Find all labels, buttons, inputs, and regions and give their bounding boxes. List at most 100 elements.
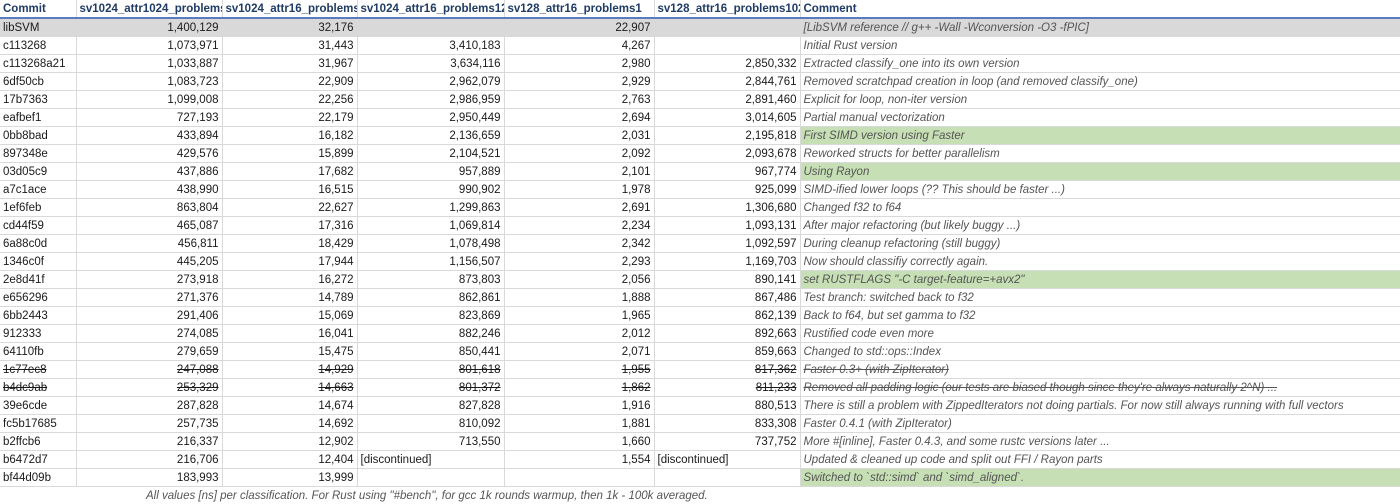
cell-sv1024-attr1024-problems1[interactable]: 465,087 [76,217,222,235]
cell-sv1024-attr16-problems128[interactable]: 2,104,521 [357,145,504,163]
cell-comment[interactable]: Faster 0.3+ (with ZipIterator) [800,361,1400,379]
cell-sv128-attr16-problems1[interactable]: 2,694 [504,109,654,127]
cell-sv1024-attr16-problems128[interactable]: 801,618 [357,361,504,379]
cell-sv1024-attr1024-problems1[interactable]: 727,193 [76,109,222,127]
cell-sv1024-attr16-problems128[interactable]: 3,410,183 [357,37,504,55]
cell-sv1024-attr16-problems128[interactable] [357,18,504,37]
cell-comment[interactable]: Partial manual vectorization [800,109,1400,127]
cell-commit[interactable]: c113268 [0,37,76,55]
cell-sv1024-attr16-problems1[interactable]: 14,789 [222,289,357,307]
cell-sv128-attr16-problems1024[interactable]: 817,362 [654,361,800,379]
cell-comment[interactable]: Switched to `std::simd` and `simd_aligne… [800,469,1400,487]
cell-sv128-attr16-problems1[interactable]: 2,071 [504,343,654,361]
header-sv1024-attr1024-problems1[interactable]: sv1024_attr1024_problems1 [76,0,222,18]
cell-sv1024-attr16-problems128[interactable]: 882,246 [357,325,504,343]
cell-comment[interactable]: Changed f32 to f64 [800,199,1400,217]
header-comment[interactable]: Comment [800,0,1400,18]
cell-comment[interactable]: [LibSVM reference // g++ -Wall -Wconvers… [800,18,1400,37]
cell-sv128-attr16-problems1024[interactable]: 2,195,818 [654,127,800,145]
cell-sv1024-attr1024-problems1[interactable]: 1,400,129 [76,18,222,37]
cell-sv128-attr16-problems1[interactable]: 1,660 [504,433,654,451]
cell-comment[interactable]: Removed all padding logic (our tests are… [800,379,1400,397]
cell-sv1024-attr1024-problems1[interactable]: 247,088 [76,361,222,379]
cell-sv1024-attr1024-problems1[interactable]: 183,993 [76,469,222,487]
cell-commit[interactable]: b4dc9ab [0,379,76,397]
cell-sv1024-attr16-problems128[interactable]: 1,069,814 [357,217,504,235]
cell-sv1024-attr16-problems128[interactable]: 1,078,498 [357,235,504,253]
cell-comment[interactable]: First SIMD version using Faster [800,127,1400,145]
cell-sv1024-attr16-problems1[interactable]: 14,663 [222,379,357,397]
cell-sv1024-attr1024-problems1[interactable]: 1,083,723 [76,73,222,91]
cell-sv128-attr16-problems1024[interactable]: 890,141 [654,271,800,289]
cell-sv1024-attr16-problems128[interactable]: 2,962,079 [357,73,504,91]
cell-sv1024-attr16-problems1[interactable]: 17,316 [222,217,357,235]
cell-sv1024-attr1024-problems1[interactable]: 279,659 [76,343,222,361]
cell-sv128-attr16-problems1[interactable]: 2,293 [504,253,654,271]
cell-sv1024-attr16-problems1[interactable]: 15,069 [222,307,357,325]
cell-commit[interactable]: libSVM [0,18,76,37]
cell-comment[interactable]: set RUSTFLAGS "-C target-feature=+avx2" [800,271,1400,289]
cell-commit[interactable]: 1346c0f [0,253,76,271]
cell-commit[interactable]: 0bb8bad [0,127,76,145]
cell-commit[interactable]: eafbef1 [0,109,76,127]
cell-comment[interactable]: There is still a problem with ZippedIter… [800,397,1400,415]
cell-sv128-attr16-problems1[interactable]: 1,888 [504,289,654,307]
cell-sv1024-attr16-problems1[interactable]: 13,999 [222,469,357,487]
cell-sv1024-attr16-problems128[interactable]: 957,889 [357,163,504,181]
cell-sv1024-attr16-problems128[interactable]: 827,828 [357,397,504,415]
cell-commit[interactable]: 912333 [0,325,76,343]
cell-sv1024-attr1024-problems1[interactable]: 863,804 [76,199,222,217]
cell-sv1024-attr16-problems1[interactable]: 22,179 [222,109,357,127]
cell-commit[interactable]: c113268a21 [0,55,76,73]
cell-comment[interactable]: SIMD-ified lower loops (?? This should b… [800,181,1400,199]
footer-note[interactable]: All values [ns] per classification. For … [0,487,1400,504]
cell-comment[interactable]: Extracted classify_one into its own vers… [800,55,1400,73]
cell-sv128-attr16-problems1024[interactable]: 1,169,703 [654,253,800,271]
cell-sv128-attr16-problems1024[interactable]: 737,752 [654,433,800,451]
cell-commit[interactable]: 1c77ec8 [0,361,76,379]
cell-sv1024-attr16-problems128[interactable]: 3,634,116 [357,55,504,73]
cell-sv128-attr16-problems1[interactable]: 4,267 [504,37,654,55]
cell-sv128-attr16-problems1[interactable]: 1,881 [504,415,654,433]
cell-sv1024-attr16-problems1[interactable]: 14,674 [222,397,357,415]
cell-commit[interactable]: 6bb2443 [0,307,76,325]
cell-commit[interactable]: 6df50cb [0,73,76,91]
cell-sv1024-attr1024-problems1[interactable]: 271,376 [76,289,222,307]
cell-comment[interactable]: Now should classifiy correctly again. [800,253,1400,271]
cell-sv128-attr16-problems1024[interactable]: 880,513 [654,397,800,415]
cell-sv128-attr16-problems1024[interactable]: 833,308 [654,415,800,433]
cell-sv128-attr16-problems1024[interactable] [654,469,800,487]
cell-sv128-attr16-problems1[interactable]: 1,955 [504,361,654,379]
cell-comment[interactable]: More #[inline], Faster 0.4.3, and some r… [800,433,1400,451]
cell-sv1024-attr16-problems1[interactable]: 22,627 [222,199,357,217]
cell-sv1024-attr16-problems1[interactable]: 22,909 [222,73,357,91]
cell-comment[interactable]: Changed to std::ops::Index [800,343,1400,361]
cell-comment[interactable]: Updated & cleaned up code and split out … [800,451,1400,469]
cell-sv128-attr16-problems1024[interactable]: 967,774 [654,163,800,181]
header-sv128-attr16-problems1024[interactable]: sv128_attr16_problems1024 [654,0,800,18]
header-commit[interactable]: Commit [0,0,76,18]
cell-sv128-attr16-problems1024[interactable]: 2,850,332 [654,55,800,73]
cell-commit[interactable]: 2e8d41f [0,271,76,289]
cell-sv1024-attr16-problems128[interactable]: 873,803 [357,271,504,289]
header-sv128-attr16-problems1[interactable]: sv128_attr16_problems1 [504,0,654,18]
cell-sv1024-attr1024-problems1[interactable]: 291,406 [76,307,222,325]
cell-sv1024-attr16-problems1[interactable]: 32,176 [222,18,357,37]
cell-sv1024-attr16-problems1[interactable]: 14,929 [222,361,357,379]
cell-sv1024-attr16-problems1[interactable]: 16,272 [222,271,357,289]
cell-sv128-attr16-problems1[interactable]: 2,342 [504,235,654,253]
cell-comment[interactable]: Faster 0.4.1 (with ZipIterator) [800,415,1400,433]
header-sv1024-attr16-problems128[interactable]: sv1024_attr16_problems128 [357,0,504,18]
cell-sv128-attr16-problems1[interactable]: 2,012 [504,325,654,343]
cell-sv128-attr16-problems1[interactable]: 2,056 [504,271,654,289]
cell-commit[interactable]: cd44f59 [0,217,76,235]
cell-sv1024-attr1024-problems1[interactable]: 429,576 [76,145,222,163]
cell-commit[interactable]: 17b7363 [0,91,76,109]
cell-comment[interactable]: After major refactoring (but likely bugg… [800,217,1400,235]
cell-sv128-attr16-problems1024[interactable]: 2,844,761 [654,73,800,91]
cell-sv1024-attr16-problems128[interactable]: 823,869 [357,307,504,325]
cell-sv1024-attr1024-problems1[interactable]: 253,329 [76,379,222,397]
cell-sv128-attr16-problems1024[interactable]: 3,014,605 [654,109,800,127]
cell-commit[interactable]: bf44d09b [0,469,76,487]
cell-sv1024-attr16-problems128[interactable]: 810,092 [357,415,504,433]
